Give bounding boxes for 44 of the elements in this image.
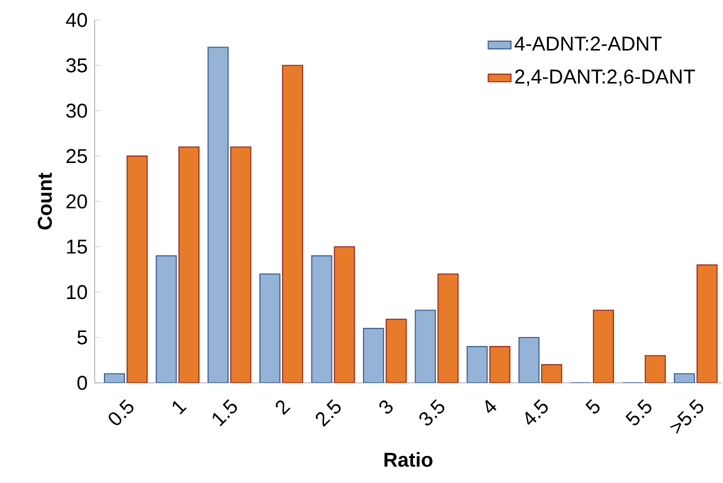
legend-label: 4-ADNT:2-ADNT	[514, 36, 662, 51]
y-tick-label: 10	[67, 285, 87, 300]
y-tick-label: 5	[77, 330, 87, 345]
y-tick-label: 25	[66, 149, 87, 164]
x-tick-label: 2.5	[316, 399, 341, 427]
bar	[156, 255, 177, 383]
x-tick-label: 0.5	[108, 399, 134, 426]
bar	[592, 310, 614, 383]
bar	[489, 346, 510, 383]
y-tick-label: 35	[66, 58, 87, 72]
bar	[386, 318, 407, 383]
x-axis-title: Ratio	[384, 452, 432, 467]
bar	[541, 364, 562, 383]
x-tick-label: 3.5	[419, 399, 444, 426]
bar	[311, 255, 332, 383]
bar	[437, 274, 459, 383]
bar	[178, 146, 200, 383]
y-tick-label: 20	[66, 194, 87, 209]
x-tick-label: 5.5	[625, 399, 652, 426]
legend-label: 2,4-DANT:2,6-DANT	[515, 70, 695, 86]
bar	[518, 337, 540, 383]
y-tick-label: 15	[67, 240, 87, 254]
bar	[126, 156, 148, 383]
x-tick-label: 1.5	[212, 399, 237, 426]
y-tick-label: 30	[66, 104, 87, 118]
y-tick-label: 0	[77, 376, 87, 390]
y-tick-label: 40	[66, 12, 87, 28]
y-axis-title: Count	[38, 172, 52, 230]
bar	[696, 264, 718, 383]
x-tick-label: 5	[585, 399, 600, 414]
x-tick-label: 2	[276, 400, 290, 416]
x-tick-label: 3	[379, 400, 393, 414]
bar	[362, 328, 384, 383]
x-tick-label: 4.5	[525, 399, 548, 425]
bar	[230, 146, 252, 383]
bar	[414, 310, 436, 383]
bar	[282, 64, 304, 383]
x-tick-label: 4	[485, 400, 496, 414]
bar	[466, 346, 488, 383]
bar	[259, 274, 280, 383]
bar	[208, 46, 229, 383]
bar	[334, 246, 355, 383]
x-tick-label: 1	[172, 401, 187, 415]
bar	[644, 355, 666, 383]
